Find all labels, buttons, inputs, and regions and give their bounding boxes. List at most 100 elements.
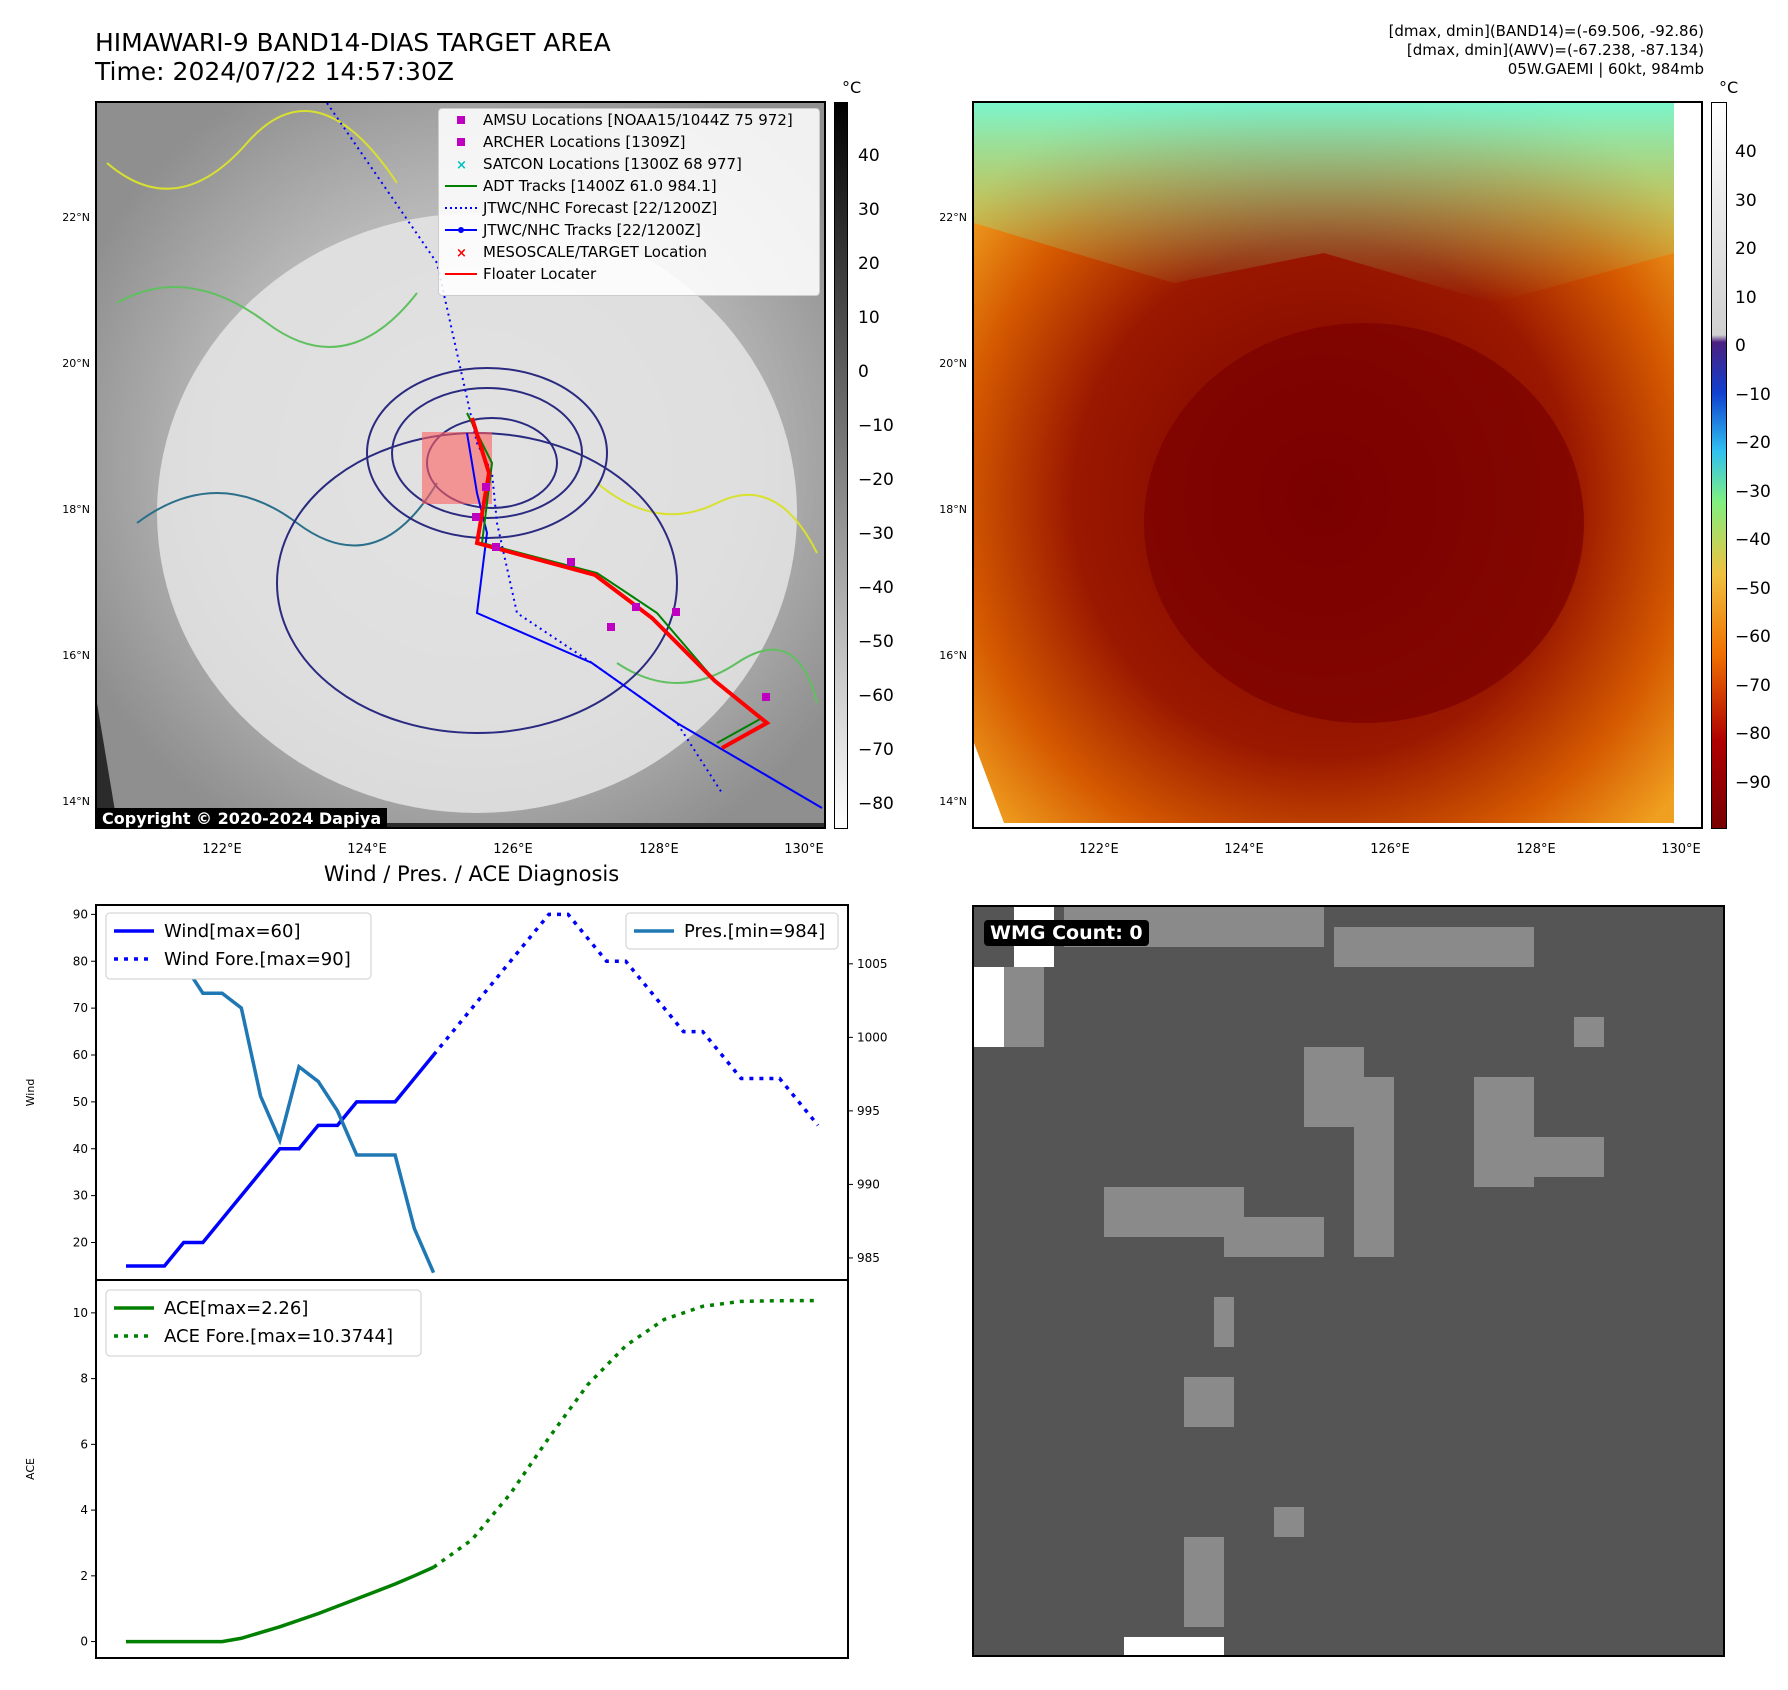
copyright-badge: Copyright © 2020-2024 Dapiya [96,808,388,829]
legend-label: MESOSCALE/TARGET Location [483,243,708,261]
legend-symbol [439,224,483,236]
y-tick-label: 2 [80,1569,88,1583]
colorbar-tick-label: −80 [858,794,894,814]
colorbar-tick-label: −60 [1735,627,1771,647]
svg-text:×: × [456,158,467,170]
lat-label: 14°N [62,795,90,808]
ace-fore-legend-label: ACE Fore.[max=10.3744] [164,1326,393,1347]
y-tick-label: 50 [73,1095,88,1109]
lon-label: 124°E [347,842,387,857]
y2-tick-label: 985 [857,1251,880,1265]
info-line-3: 05W.GAEMI | 60kt, 984mb [1507,60,1704,78]
svg-text:×: × [456,246,467,258]
info-line-2: [dmax, dmin](AWV)=(-67.238, -87.134) [1406,41,1704,59]
ace-legend-label: ACE[max=2.26] [164,1298,308,1319]
y2-tick-label: 990 [857,1177,880,1191]
legend-entry: Floater Locater [439,263,819,285]
colorbar-tick-label: 20 [858,254,880,274]
legend-label: ADT Tracks [1400Z 61.0 984.1] [483,177,717,195]
wind-fore-legend-label: Wind Fore.[max=90] [164,949,351,970]
lat-label: 14°N [939,795,967,808]
colorbar-tick-label: −50 [1735,578,1771,599]
y-tick-label: 70 [73,1001,88,1015]
colorbar-tick-label: 0 [1735,336,1746,356]
series-line [432,1298,819,1569]
legend-symbol: × [439,246,483,258]
lat-label: 16°N [939,649,967,662]
y-tick-label: 0 [80,1635,88,1649]
lon-label: 128°E [639,842,679,857]
legend-entry: × SATCON Locations [1300Z 68 977] [439,153,819,175]
y2-tick-label: 1005 [857,957,888,971]
legend-entry: ADT Tracks [1400Z 61.0 984.1] [439,175,819,197]
colorbar-tick-label: 10 [1735,287,1757,308]
colorbar-tick-label: −20 [858,470,894,490]
colorbar-tick-label: −70 [1735,675,1771,696]
lat-label: 20°N [939,357,967,370]
legend-label: Floater Locater [483,265,597,283]
colorbar-tick-label: −30 [1735,481,1771,502]
y-tick-label: 20 [73,1236,88,1250]
wmg-map [972,905,1725,1657]
wmg-count-badge: WMG Count: 0 [984,920,1149,946]
diagnosis-title: Wind / Pres. / ACE Diagnosis [323,862,620,886]
series-line [126,1053,435,1268]
lon-label: 126°E [1370,842,1410,857]
lon-label: 122°E [202,842,242,857]
chart-title: HIMAWARI-9 BAND14-DIAS TARGET AREA Time:… [95,28,611,86]
y-tick-label: 4 [80,1503,88,1517]
lower-plot-frame [95,1279,849,1659]
lat-label: 20°N [62,357,90,370]
series-line [432,912,820,1127]
lon-label: 130°E [1661,842,1701,857]
colorbar-tick-label: −20 [1735,433,1771,453]
y-tick-label: 80 [73,954,88,968]
colorbar-tick-label: −50 [858,632,894,652]
legend-label: ARCHER Locations [1309Z] [483,133,686,151]
colorbar-tick-label: 10 [858,308,880,328]
colorbar-tick-label: 0 [858,362,869,382]
y-tick-label: 30 [73,1189,88,1203]
ace-legend-box [105,1289,422,1357]
right-colorbar [1711,102,1727,829]
lat-label: 16°N [62,649,90,662]
y2-tick-label: 1000 [857,1030,888,1044]
legend-label: JTWC/NHC Forecast [22/1200Z] [483,199,718,217]
colorbar-tick-label: −80 [1735,724,1771,744]
colorbar-tick-label: −30 [858,524,894,544]
legend-entry: AMSU Locations [NOAA15/1044Z 75 972] [439,109,819,131]
lon-label: 124°E [1224,842,1264,857]
colorbar-tick-label: 40 [858,146,880,166]
wind-legend-label: Wind[max=60] [164,921,301,942]
map-legend: AMSU Locations [NOAA15/1044Z 75 972] ARCH… [438,108,820,296]
colorbar-tick-label: −60 [858,686,894,706]
wmg-image [974,907,1723,1655]
lon-label: 126°E [493,842,533,857]
y2-tick-label: 995 [857,1104,880,1118]
colorbar-tick-label: 20 [1735,239,1757,259]
colorbar-tick-label: −10 [1735,384,1771,405]
y-tick-label: 6 [80,1437,88,1451]
info-line-1: [dmax, dmin](BAND14)=(-69.506, -92.86) [1388,22,1704,40]
colorbar-tick-label: 30 [858,200,880,220]
pres-legend-label: Pres.[min=984] [684,921,825,942]
y-tick-label: 90 [73,907,88,921]
legend-symbol [439,202,483,214]
y-tick-label: 8 [80,1372,88,1386]
lat-label: 18°N [62,503,90,516]
legend-symbol [439,268,483,280]
title-line-2: Time: 2024/07/22 14:57:30Z [95,57,454,86]
legend-label: JTWC/NHC Tracks [22/1200Z] [483,221,701,239]
lon-label: 130°E [784,842,824,857]
y-tick-label: 40 [73,1142,88,1156]
legend-symbol [439,136,483,148]
wind-legend-box [105,912,372,980]
legend-symbol: × [439,158,483,170]
legend-label: AMSU Locations [NOAA15/1044Z 75 972] [483,111,793,129]
wind-pressure-ace-chart: 203040506070809098599099510001005WindPre… [24,904,888,1659]
y-tick-label: 60 [73,1048,88,1062]
legend-entry: × MESOSCALE/TARGET Location [439,241,819,263]
left-colorbar-unit: °C [842,78,862,97]
legend-symbol [439,180,483,192]
lat-label: 22°N [62,211,90,224]
